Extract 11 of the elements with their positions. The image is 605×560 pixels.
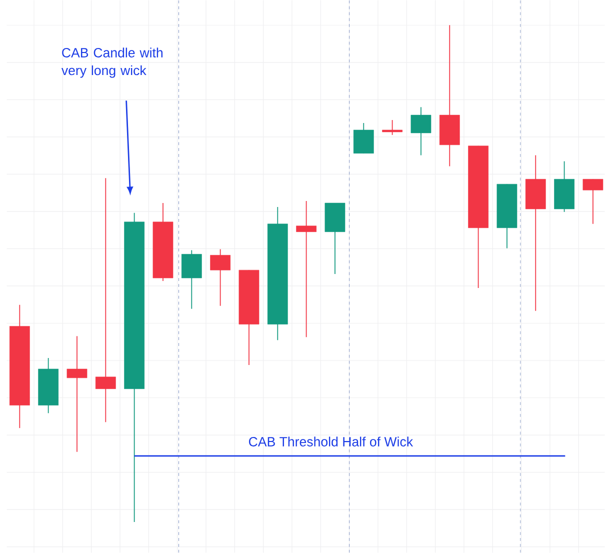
candlestick xyxy=(296,200,316,338)
candlestick xyxy=(181,250,202,310)
candlestick xyxy=(410,106,432,156)
candlestick xyxy=(582,178,604,225)
annotation: CAB Candle with very long wick xyxy=(61,48,162,78)
candlestick xyxy=(210,248,230,307)
candlestick xyxy=(95,178,116,423)
candlestick xyxy=(66,336,88,453)
candlestick xyxy=(382,120,402,136)
candlestick xyxy=(353,122,374,154)
ref-line-label: CAB Threshold Half of Wick xyxy=(248,436,414,447)
